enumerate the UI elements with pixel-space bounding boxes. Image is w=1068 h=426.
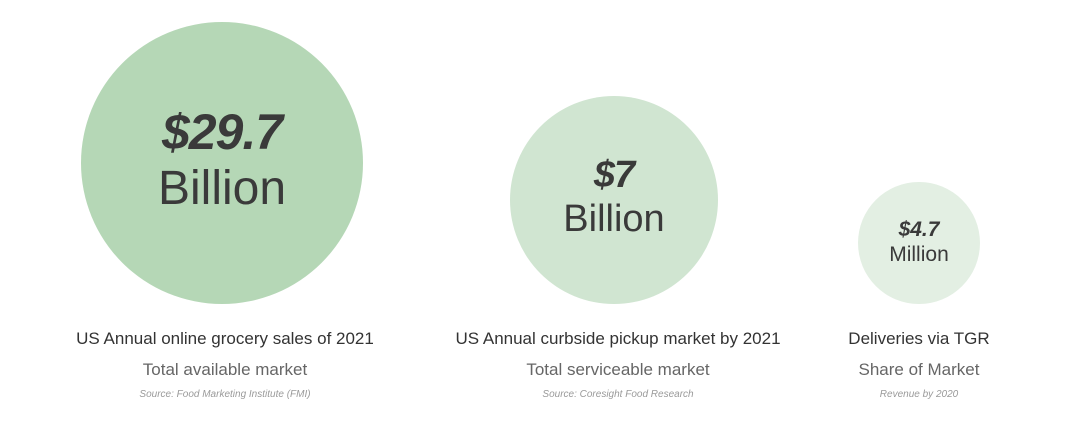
som-unit: Million [889,243,949,266]
tam-source: Source: Food Marketing Institute (FMI) [139,389,311,400]
sam-unit: Billion [563,198,665,240]
som-caption: Deliveries via TGR Share of Market Reven… [829,329,1009,401]
tam-caption: US Annual online grocery sales of 2021 T… [40,329,410,401]
tam-circle: $29.7 Billion [81,22,363,304]
som-subtitle: Share of Market [858,360,980,379]
som-amount: $4.7 [898,218,940,241]
tam-unit: Billion [157,162,287,215]
som-title: Deliveries via TGR [848,329,990,348]
tam-subtitle: Total available market [142,360,308,379]
som-source: Revenue by 2020 [879,389,959,400]
tam-title: US Annual online grocery sales of 2021 [76,329,374,348]
sam-circle: $7 Billion [510,96,718,304]
tam-amount: $29.7 [161,104,283,160]
som-circle: $4.7 Million [858,182,980,304]
sam-subtitle: Total serviceable market [526,360,710,379]
sam-amount: $7 [593,154,635,196]
sam-title: US Annual curbside pickup market by 2021 [455,329,781,348]
sam-caption: US Annual curbside pickup market by 2021… [428,329,808,401]
sam-source: Source: Coresight Food Research [542,389,694,400]
